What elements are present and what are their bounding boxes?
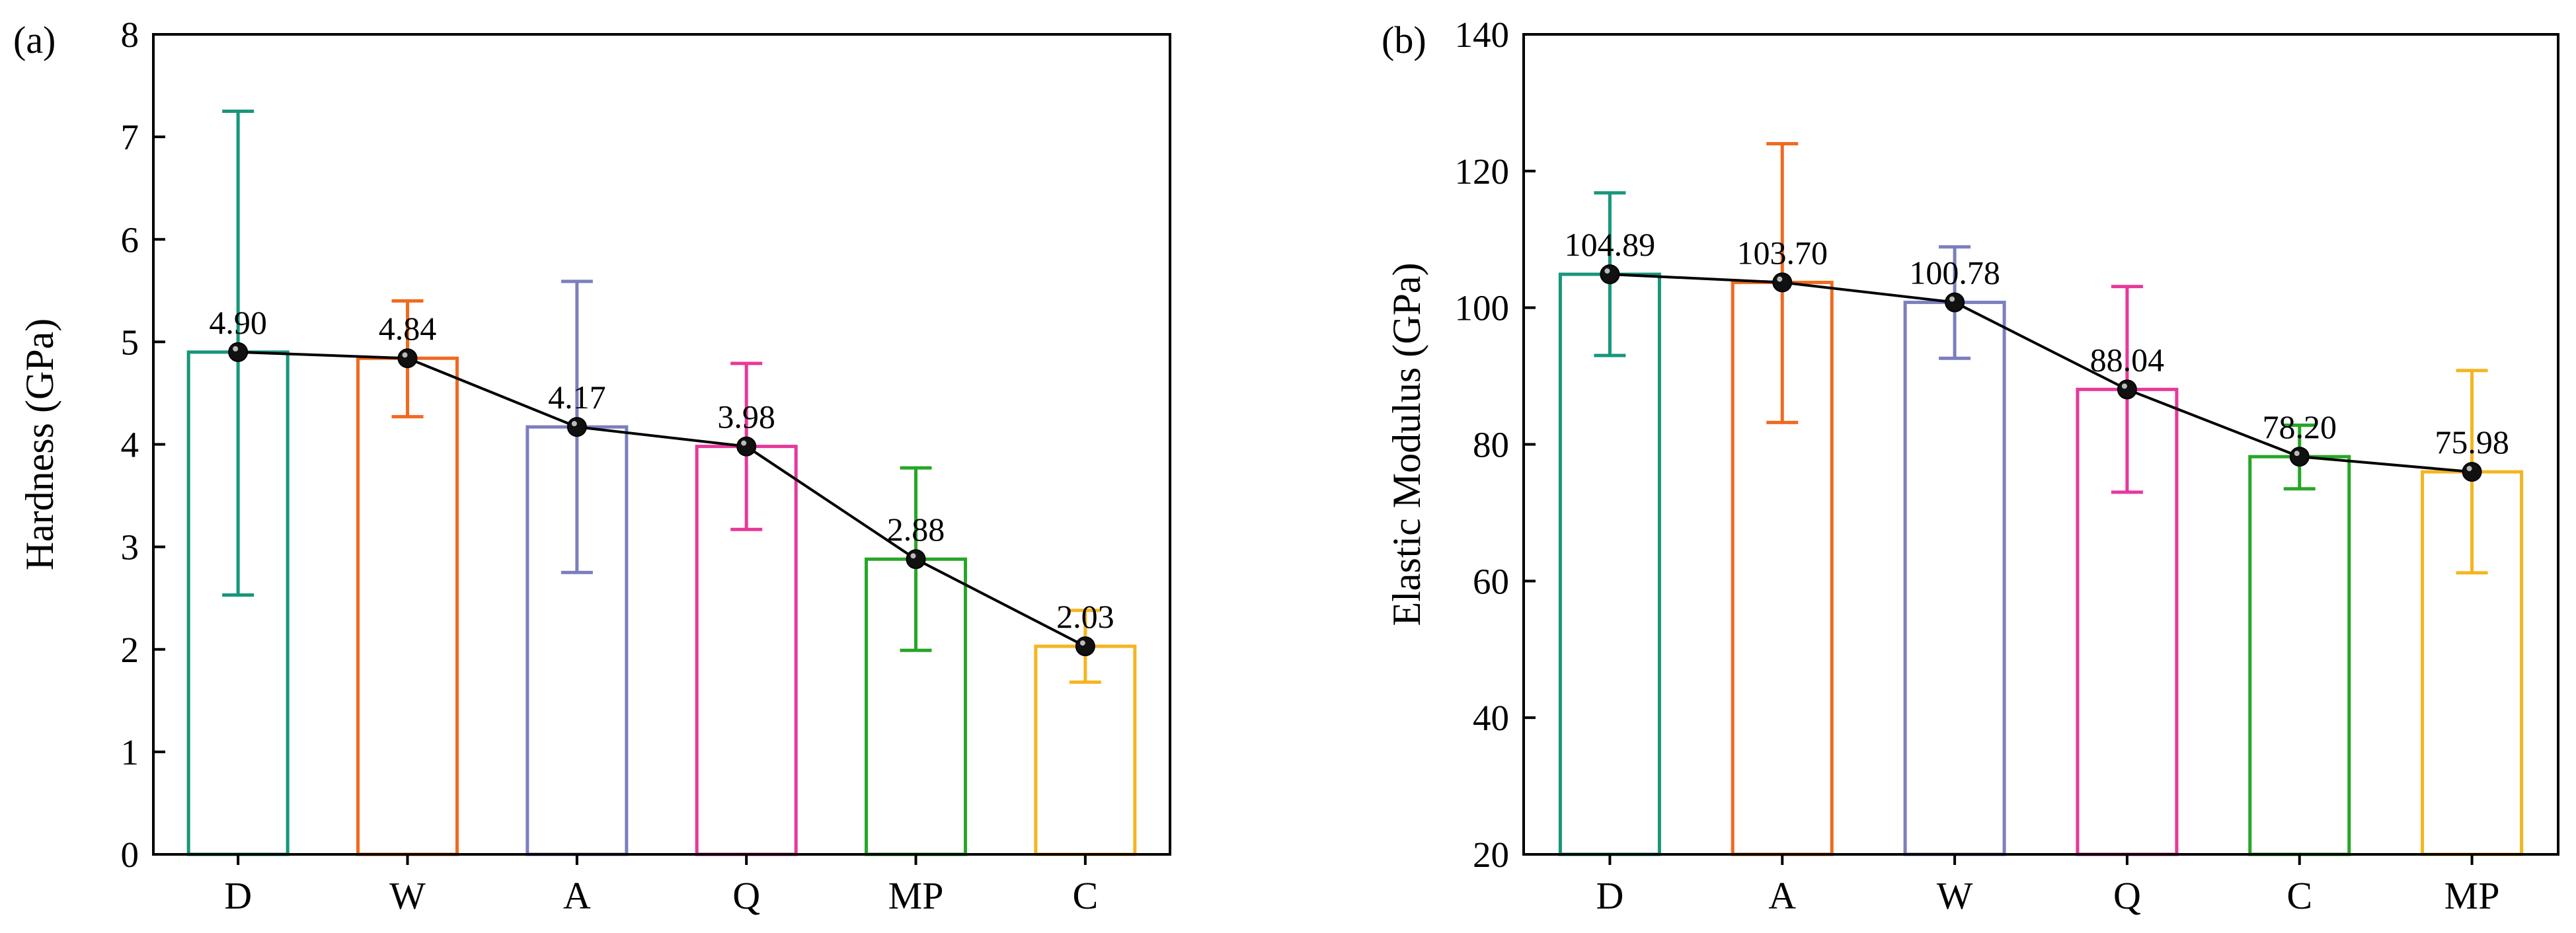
value-label: 4.90	[209, 304, 267, 341]
y-tick-label: 2	[121, 630, 139, 670]
x-tick-label: W	[1937, 874, 1973, 917]
y-tick-label: 80	[1473, 425, 1509, 465]
y-tick-label: 5	[121, 322, 139, 362]
y-tick-label: 20	[1473, 835, 1509, 875]
data-point	[1945, 292, 1965, 313]
data-point	[736, 436, 757, 457]
plot-frame	[152, 33, 1171, 856]
y-tick-label: 7	[121, 117, 139, 157]
data-point-highlight	[910, 553, 916, 559]
data-point	[2117, 379, 2137, 400]
panel-label: (a)	[13, 19, 56, 61]
data-point	[2462, 462, 2482, 482]
data-point-highlight	[741, 440, 747, 446]
data-point-highlight	[1079, 640, 1085, 646]
data-point-highlight	[233, 346, 239, 352]
data-point-highlight	[2294, 451, 2300, 457]
x-tick-label: MP	[888, 874, 944, 917]
trend-line	[1610, 273, 2472, 474]
y-tick-label: 60	[1473, 561, 1509, 601]
bar	[1558, 272, 1661, 856]
y-tick-label: 100	[1455, 288, 1510, 328]
y-tick-label: 40	[1473, 698, 1509, 738]
value-label: 2.03	[1056, 598, 1114, 635]
bar	[1903, 301, 2006, 856]
x-tick-label: D	[1596, 874, 1623, 917]
data-point-highlight	[2466, 466, 2472, 472]
x-tick-label: C	[1072, 874, 1098, 917]
y-tick-label: 120	[1455, 151, 1510, 192]
data-point-highlight	[1604, 268, 1610, 274]
value-label: 3.98	[717, 398, 775, 435]
data-point	[566, 417, 587, 437]
x-tick-label: A	[563, 874, 591, 917]
data-point-highlight	[571, 421, 577, 427]
bar	[2248, 455, 2351, 856]
value-label: 4.84	[379, 310, 437, 347]
x-tick-label: MP	[2444, 874, 2500, 917]
data-point-highlight	[1777, 276, 1783, 282]
y-tick-label: 1	[121, 732, 139, 772]
value-label: 2.88	[887, 511, 945, 548]
trend-line	[238, 350, 1086, 648]
data-point-highlight	[402, 352, 408, 358]
value-label: 104.89	[1565, 226, 1656, 263]
y-axis-title: Elastic Modulus (GPa)	[1385, 263, 1428, 626]
bar	[356, 356, 459, 856]
x-tick-label: Q	[732, 874, 760, 917]
data-point	[228, 342, 249, 362]
panel-label: (b)	[1382, 19, 1426, 61]
data-point	[1075, 636, 1095, 657]
elastic-modulus-chart: (b) Elastic Modulus (GPa) 104.89 103.70 100.…	[1382, 15, 2559, 917]
hardness-chart: (a) Hardness (GPa) 4.90 4.84 4.17 3.98 2.88 2.0…	[13, 15, 1171, 917]
plot-frame	[1522, 33, 2559, 856]
y-tick-label: 4	[121, 425, 139, 465]
y-tick-label: 6	[121, 219, 139, 260]
data-point-highlight	[2121, 383, 2127, 389]
data-point	[2289, 447, 2310, 467]
x-tick-label: D	[224, 874, 252, 917]
value-label: 100.78	[1909, 254, 2000, 291]
data-point	[1600, 264, 1620, 285]
data-point	[397, 348, 418, 369]
x-tick-label: C	[2286, 874, 2312, 917]
value-label: 78.20	[2263, 408, 2337, 445]
y-axis-title: Hardness (GPa)	[18, 318, 61, 571]
data-point	[906, 549, 926, 570]
value-label: 103.70	[1737, 234, 1828, 271]
y-tick-label: 3	[121, 527, 139, 568]
data-point	[1772, 272, 1793, 293]
data-point-highlight	[1949, 296, 1955, 302]
x-tick-label: Q	[2113, 874, 2141, 917]
value-label: 75.98	[2435, 424, 2509, 461]
y-tick-label: 8	[121, 15, 139, 55]
y-tick-label: 0	[121, 835, 139, 875]
value-label: 4.17	[548, 379, 606, 416]
x-tick-label: A	[1768, 874, 1796, 917]
value-label: 88.04	[2090, 341, 2165, 378]
y-tick-label: 140	[1455, 15, 1510, 55]
x-tick-label: W	[389, 874, 426, 917]
